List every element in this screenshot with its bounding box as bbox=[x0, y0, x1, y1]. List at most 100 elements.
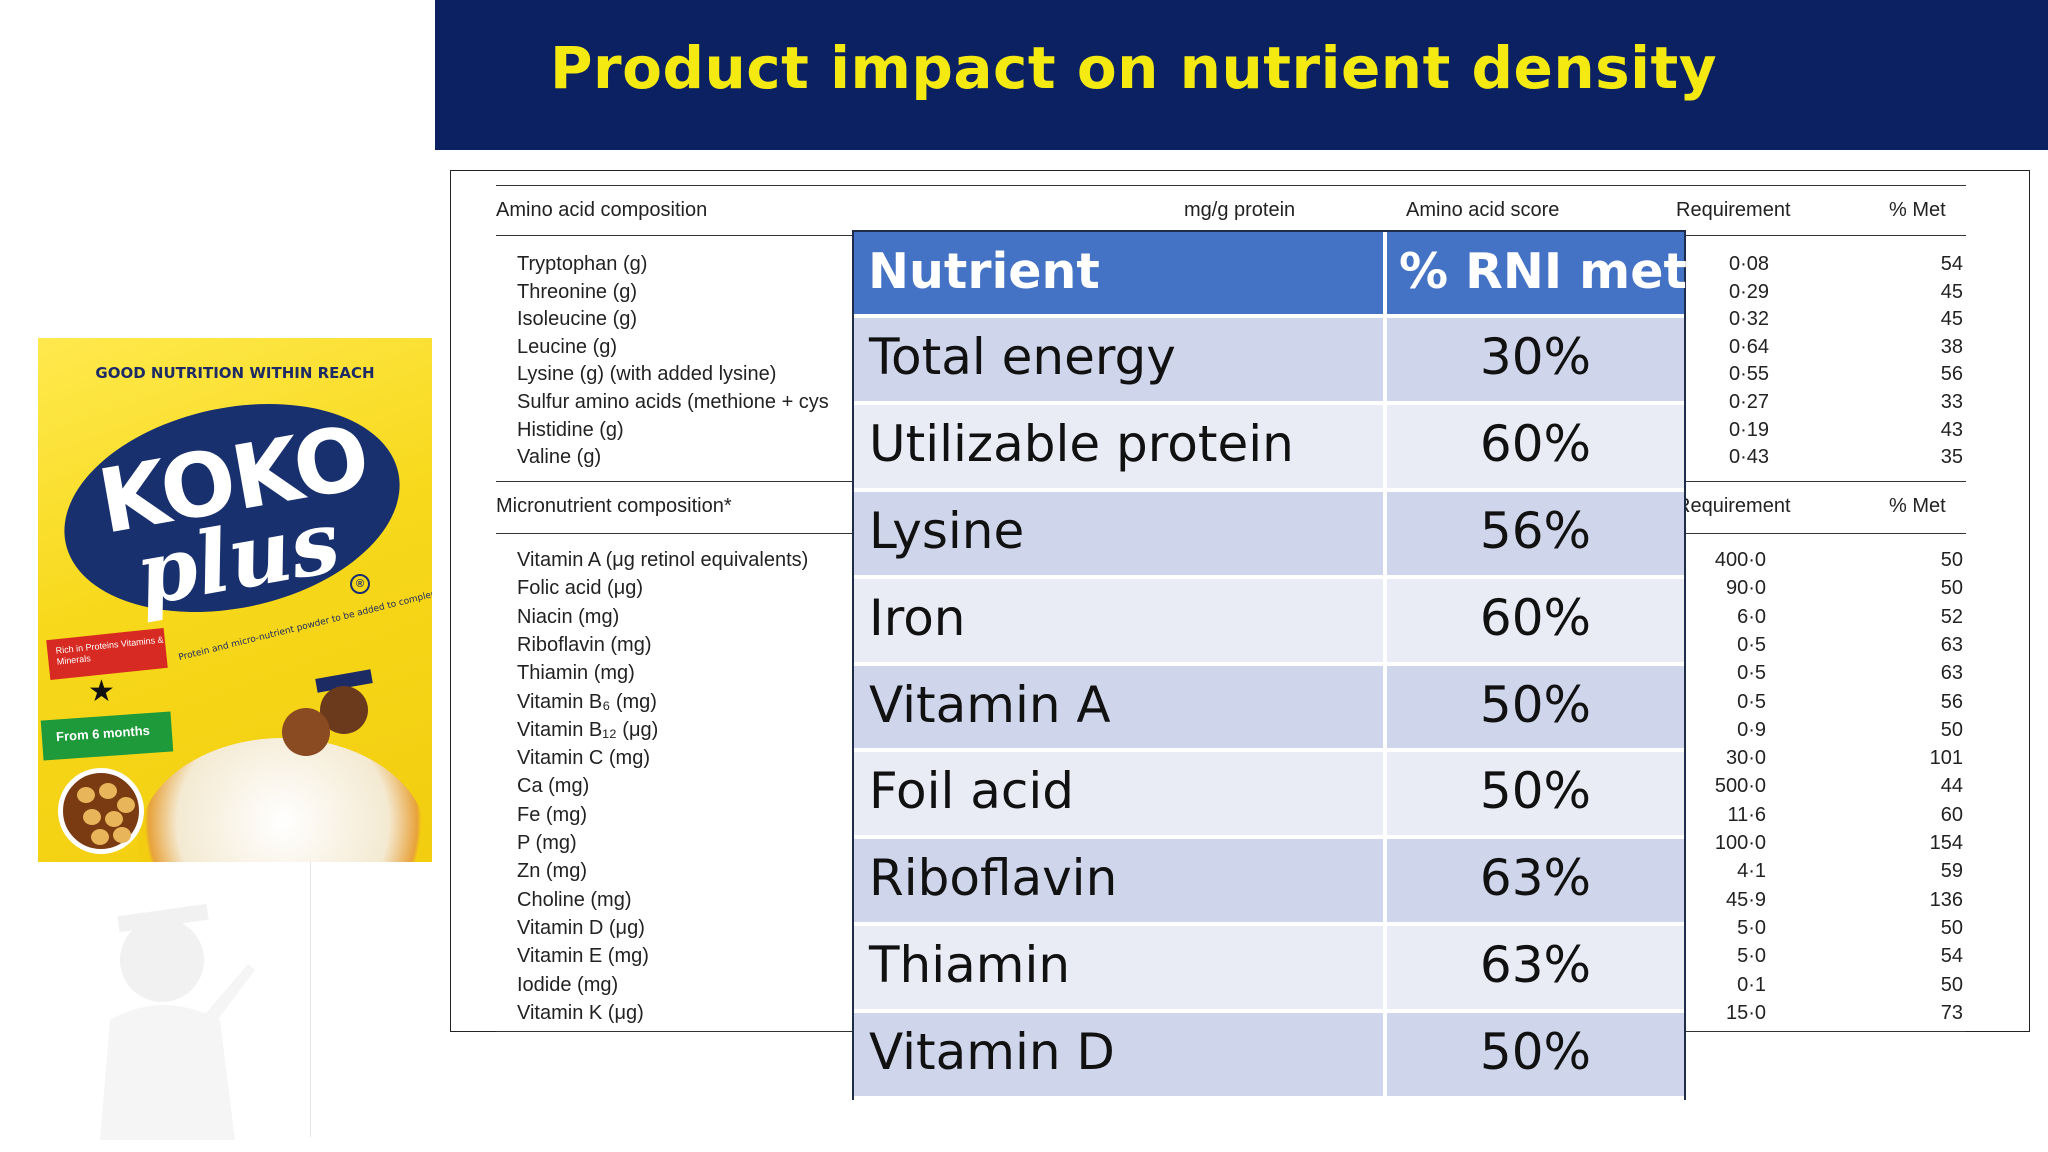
micro-row-name: Thiamin (mg) bbox=[517, 662, 635, 685]
amino-row-requirement: 0·27 bbox=[1728, 391, 1769, 413]
amino-row-requirement: 0·43 bbox=[1728, 446, 1769, 469]
amino-row-met: 43 bbox=[1940, 418, 1963, 441]
summary-row bbox=[854, 924, 1684, 1012]
micro-row-met: 73 bbox=[1940, 1001, 1963, 1024]
row-divider bbox=[854, 400, 1684, 405]
micro-row-met: 63 bbox=[1940, 633, 1963, 656]
micro-row-name: Folic acid (μg) bbox=[517, 577, 643, 600]
rni-percent-cell: 30% bbox=[1479, 328, 1592, 386]
summary-row bbox=[854, 576, 1684, 664]
amino-header-cell: mg/g protein bbox=[1184, 199, 1296, 221]
micro-row-met: 50 bbox=[1940, 577, 1963, 600]
amino-row-name: Valine (g) bbox=[517, 446, 602, 469]
amino-header-cell: Amino acid score bbox=[1406, 199, 1560, 221]
micro-row-name: Vitamin E (mg) bbox=[517, 945, 649, 968]
header-rni-met: % RNI met bbox=[1399, 243, 1687, 300]
micro-row-requirement: 15·0 bbox=[1725, 1001, 1766, 1024]
micro-row-requirement: 6·0 bbox=[1737, 605, 1766, 628]
header-nutrient: Nutrient bbox=[868, 243, 1100, 300]
micro-row-met: 59 bbox=[1940, 860, 1963, 883]
row-divider bbox=[854, 748, 1684, 753]
rni-percent-cell: 60% bbox=[1479, 588, 1592, 647]
micro-row-requirement: 45·9 bbox=[1725, 888, 1766, 911]
row-divider bbox=[854, 661, 1684, 666]
micro-row-met: 50 bbox=[1940, 916, 1963, 939]
micro-row-met: 60 bbox=[1940, 803, 1963, 826]
nutrient-name-cell: Lysine bbox=[869, 501, 1025, 560]
micro-row-name: Riboflavin (mg) bbox=[517, 633, 652, 656]
summary-row bbox=[854, 1011, 1684, 1098]
micro-row-met: 44 bbox=[1940, 775, 1963, 798]
micro-row-met: 54 bbox=[1940, 945, 1963, 968]
slide-title: Product impact on nutrient density bbox=[550, 34, 1718, 102]
rni-summary-table: Nutrient % RNI met Total energy 30% Utilizab… bbox=[852, 230, 1687, 1100]
micro-header-cell: Micronutrient composition* bbox=[496, 495, 732, 517]
amino-row-name: Leucine (g) bbox=[517, 335, 618, 358]
table-rule bbox=[496, 185, 1966, 186]
rni-percent-cell: 50% bbox=[1479, 675, 1592, 734]
micro-row-name: Vitamin B₆ (mg) bbox=[517, 690, 657, 713]
micro-row-requirement: 0·1 bbox=[1737, 973, 1766, 996]
rni-percent-cell: 56% bbox=[1479, 501, 1592, 560]
amino-row-met: 56 bbox=[1940, 363, 1963, 386]
nutrient-name-cell: Vitamin A bbox=[869, 675, 1111, 734]
amino-header-cell: % Met bbox=[1889, 199, 1946, 221]
amino-row-name: Threonine (g) bbox=[517, 280, 638, 303]
micro-row-name: Vitamin K (μg) bbox=[517, 1001, 644, 1024]
row-divider bbox=[854, 922, 1684, 927]
peanuts-icon bbox=[58, 768, 144, 854]
micro-row-requirement: 5·0 bbox=[1737, 916, 1766, 939]
nutrient-name-cell: Iron bbox=[869, 588, 966, 647]
micro-header-cell: % Met bbox=[1889, 495, 1946, 517]
row-divider bbox=[854, 314, 1684, 318]
title-banner: Product impact on nutrient density bbox=[435, 0, 2048, 150]
micro-row-requirement: 0·5 bbox=[1737, 690, 1766, 713]
amino-row-requirement: 0·08 bbox=[1728, 253, 1769, 275]
micro-row-name: Vitamin C (mg) bbox=[517, 747, 650, 770]
micro-row-name: Fe (mg) bbox=[517, 803, 587, 826]
micro-row-requirement: 4·1 bbox=[1737, 860, 1766, 883]
divider-line bbox=[310, 862, 311, 1137]
micro-row-met: 63 bbox=[1940, 662, 1963, 685]
amino-row-name: Lysine (g) (with added lysine) bbox=[517, 363, 777, 386]
micro-row-name: Vitamin B₁₂ (μg) bbox=[517, 718, 659, 741]
micro-row-requirement: 30·0 bbox=[1725, 747, 1766, 770]
amino-row-met: 33 bbox=[1940, 391, 1963, 413]
summary-header-row bbox=[854, 232, 1684, 316]
amino-row-name: Sulfur amino acids (methione + cys bbox=[517, 391, 829, 413]
micro-row-met: 101 bbox=[1929, 747, 1963, 770]
amino-row-requirement: 0·29 bbox=[1728, 280, 1769, 303]
rni-percent-cell: 50% bbox=[1479, 1023, 1592, 1082]
row-divider bbox=[854, 1096, 1684, 1100]
rni-percent-cell: 63% bbox=[1479, 936, 1592, 995]
star-icon: ★ bbox=[88, 675, 115, 708]
nutrient-name-cell: Vitamin D bbox=[869, 1023, 1115, 1082]
micro-row-requirement: 5·0 bbox=[1737, 945, 1766, 968]
micro-row-requirement: 11·6 bbox=[1727, 803, 1766, 826]
rni-percent-cell: 63% bbox=[1479, 849, 1592, 908]
micro-row-requirement: 400·0 bbox=[1714, 549, 1766, 571]
micro-row-met: 56 bbox=[1940, 690, 1963, 713]
children-illustration bbox=[278, 668, 388, 788]
row-divider bbox=[854, 1009, 1684, 1014]
summary-row bbox=[854, 750, 1684, 838]
micro-row-requirement: 100·0 bbox=[1714, 832, 1766, 854]
micro-row-name: Vitamin A (μg retinol equivalents) bbox=[517, 549, 809, 571]
summary-row bbox=[854, 489, 1684, 577]
micro-row-name: Niacin (mg) bbox=[517, 605, 620, 628]
amino-row-met: 45 bbox=[1940, 308, 1963, 331]
packet-tagline: GOOD NUTRITION WITHIN REACH bbox=[95, 364, 375, 382]
micro-row-requirement: 0·5 bbox=[1737, 662, 1766, 685]
summary-row bbox=[854, 316, 1684, 403]
amino-row-name: Tryptophan (g) bbox=[517, 253, 648, 275]
amino-header-cell: Amino acid composition bbox=[496, 199, 708, 221]
amino-row-met: 38 bbox=[1940, 335, 1963, 358]
micro-row-requirement: 0·9 bbox=[1737, 718, 1766, 741]
amino-row-name: Histidine (g) bbox=[517, 418, 624, 441]
micro-row-name: P (mg) bbox=[517, 832, 577, 854]
amino-row-met: 54 bbox=[1940, 253, 1963, 275]
amino-row-requirement: 0·55 bbox=[1728, 363, 1769, 386]
micro-row-met: 50 bbox=[1940, 973, 1963, 996]
micro-row-met: 52 bbox=[1940, 605, 1963, 628]
micro-row-name: Zn (mg) bbox=[517, 860, 587, 883]
